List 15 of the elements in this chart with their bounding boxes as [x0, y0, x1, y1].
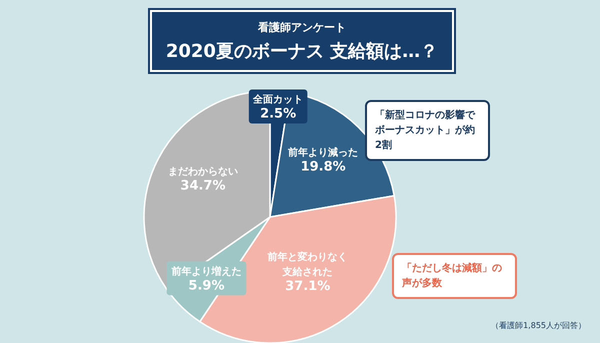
- data-label: 37.1%: [285, 279, 330, 294]
- text: 「ただし冬は減額」の声が多数: [392, 253, 517, 299]
- slice-label: 前年より増えた: [170, 265, 242, 278]
- slice-label: 前年より減った: [287, 146, 358, 159]
- slice-label: 前年と変わりなく支給された: [266, 251, 348, 278]
- text: 「新型コロナの影響でボーナスカット」が約2割: [365, 100, 490, 161]
- chart-subtitle: 看護師アンケート: [256, 20, 347, 35]
- data-label: 34.7%: [180, 178, 226, 194]
- data-label: 2.5%: [260, 106, 296, 122]
- slice-label: まだわからない: [168, 166, 238, 178]
- slice-label: 全面カット: [252, 94, 304, 106]
- text: （看護師1,855人が回答）: [491, 320, 586, 331]
- chart-title: 2020夏のボーナス 支給額は…？: [164, 40, 440, 63]
- data-label: 19.8%: [300, 160, 346, 175]
- data-label: 5.9%: [188, 278, 224, 294]
